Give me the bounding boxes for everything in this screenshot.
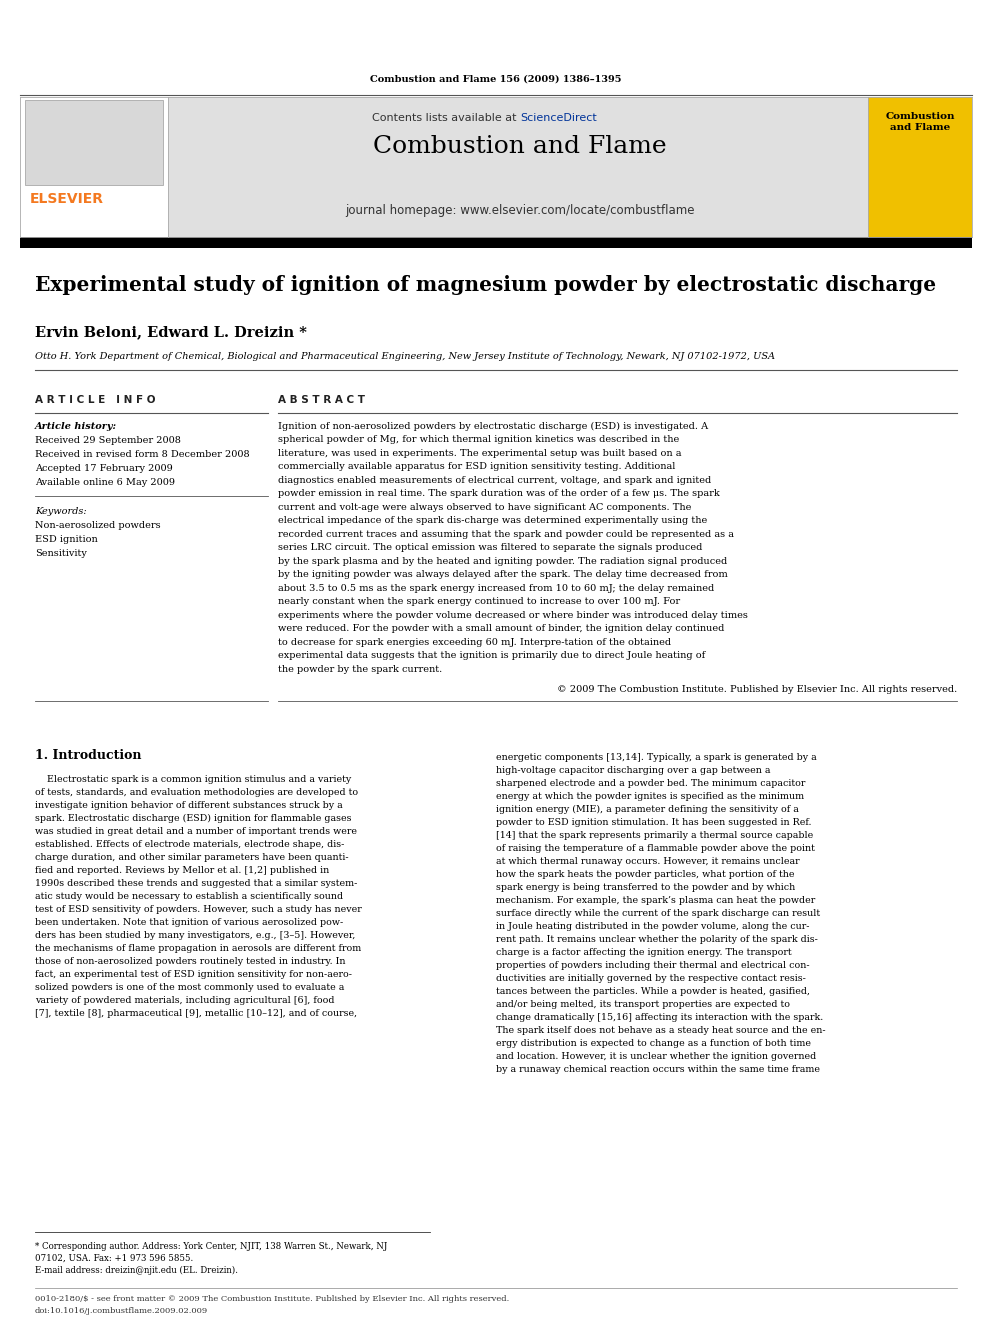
Text: established. Effects of electrode materials, electrode shape, dis-: established. Effects of electrode materi… bbox=[35, 840, 344, 848]
Text: 07102, USA. Fax: +1 973 596 5855.: 07102, USA. Fax: +1 973 596 5855. bbox=[35, 1254, 193, 1263]
Text: surface directly while the current of the spark discharge can result: surface directly while the current of th… bbox=[496, 909, 820, 918]
Text: energetic components [13,14]. Typically, a spark is generated by a: energetic components [13,14]. Typically,… bbox=[496, 753, 816, 762]
Text: high-voltage capacitor discharging over a gap between a: high-voltage capacitor discharging over … bbox=[496, 766, 771, 774]
Text: investigate ignition behavior of different substances struck by a: investigate ignition behavior of differe… bbox=[35, 800, 343, 810]
Text: charge is a factor affecting the ignition energy. The transport: charge is a factor affecting the ignitio… bbox=[496, 947, 792, 957]
Text: mechanism. For example, the spark’s plasma can heat the powder: mechanism. For example, the spark’s plas… bbox=[496, 896, 815, 905]
FancyBboxPatch shape bbox=[20, 97, 168, 237]
Text: [7], textile [8], pharmaceutical [9], metallic [10–12], and of course,: [7], textile [8], pharmaceutical [9], me… bbox=[35, 1008, 357, 1017]
Text: experiments where the powder volume decreased or where binder was introduced del: experiments where the powder volume decr… bbox=[278, 611, 748, 620]
Text: Non-aerosolized powders: Non-aerosolized powders bbox=[35, 521, 161, 531]
Text: rent path. It remains unclear whether the polarity of the spark dis-: rent path. It remains unclear whether th… bbox=[496, 934, 817, 943]
Text: powder to ESD ignition stimulation. It has been suggested in Ref.: powder to ESD ignition stimulation. It h… bbox=[496, 818, 811, 827]
Text: the powder by the spark current.: the powder by the spark current. bbox=[278, 665, 442, 673]
Text: and location. However, it is unclear whether the ignition governed: and location. However, it is unclear whe… bbox=[496, 1052, 816, 1061]
Text: ergy distribution is expected to change as a function of both time: ergy distribution is expected to change … bbox=[496, 1039, 811, 1048]
Text: literature, was used in experiments. The experimental setup was built based on a: literature, was used in experiments. The… bbox=[278, 448, 682, 458]
Text: spark. Electrostatic discharge (ESD) ignition for flammable gases: spark. Electrostatic discharge (ESD) ign… bbox=[35, 814, 351, 823]
Text: ductivities are initially governed by the respective contact resis-: ductivities are initially governed by th… bbox=[496, 974, 806, 983]
Text: doi:10.1016/j.combustflame.2009.02.009: doi:10.1016/j.combustflame.2009.02.009 bbox=[35, 1307, 208, 1315]
Text: tances between the particles. While a powder is heated, gasified,: tances between the particles. While a po… bbox=[496, 987, 810, 996]
Text: E-mail address: dreizin@njit.edu (EL. Dreizin).: E-mail address: dreizin@njit.edu (EL. Dr… bbox=[35, 1266, 238, 1275]
Text: Accepted 17 February 2009: Accepted 17 February 2009 bbox=[35, 464, 173, 474]
Text: * Corresponding author. Address: York Center, NJIT, 138 Warren St., Newark, NJ: * Corresponding author. Address: York Ce… bbox=[35, 1242, 387, 1252]
Text: A R T I C L E   I N F O: A R T I C L E I N F O bbox=[35, 396, 156, 405]
Text: series LRC circuit. The optical emission was filtered to separate the signals pr: series LRC circuit. The optical emission… bbox=[278, 544, 702, 553]
Text: Available online 6 May 2009: Available online 6 May 2009 bbox=[35, 478, 175, 487]
Text: fied and reported. Reviews by Mellor et al. [1,2] published in: fied and reported. Reviews by Mellor et … bbox=[35, 865, 329, 875]
Text: to decrease for spark energies exceeding 60 mJ. Interpre-tation of the obtained: to decrease for spark energies exceeding… bbox=[278, 638, 672, 647]
Text: how the spark heats the powder particles, what portion of the: how the spark heats the powder particles… bbox=[496, 869, 795, 878]
Text: diagnostics enabled measurements of electrical current, voltage, and spark and i: diagnostics enabled measurements of elec… bbox=[278, 476, 711, 486]
Text: sharpened electrode and a powder bed. The minimum capacitor: sharpened electrode and a powder bed. Th… bbox=[496, 779, 806, 787]
Text: about 3.5 to 0.5 ms as the spark energy increased from 10 to 60 mJ; the delay re: about 3.5 to 0.5 ms as the spark energy … bbox=[278, 583, 714, 593]
Text: experimental data suggests that the ignition is primarily due to direct Joule he: experimental data suggests that the igni… bbox=[278, 651, 705, 660]
Text: ESD ignition: ESD ignition bbox=[35, 536, 98, 544]
Text: The spark itself does not behave as a steady heat source and the en-: The spark itself does not behave as a st… bbox=[496, 1025, 825, 1035]
Text: in Joule heating distributed in the powder volume, along the cur-: in Joule heating distributed in the powd… bbox=[496, 922, 809, 930]
Text: powder emission in real time. The spark duration was of the order of a few μs. T: powder emission in real time. The spark … bbox=[278, 490, 720, 499]
Text: by the spark plasma and by the heated and igniting powder. The radiation signal : by the spark plasma and by the heated an… bbox=[278, 557, 727, 566]
Text: 0010-2180/$ - see front matter © 2009 The Combustion Institute. Published by Els: 0010-2180/$ - see front matter © 2009 Th… bbox=[35, 1295, 509, 1303]
Text: ScienceDirect: ScienceDirect bbox=[520, 112, 597, 123]
Text: [14] that the spark represents primarily a thermal source capable: [14] that the spark represents primarily… bbox=[496, 831, 813, 840]
Text: charge duration, and other similar parameters have been quanti-: charge duration, and other similar param… bbox=[35, 853, 348, 861]
Text: of tests, standards, and evaluation methodologies are developed to: of tests, standards, and evaluation meth… bbox=[35, 787, 358, 796]
Text: been undertaken. Note that ignition of various aerosolized pow-: been undertaken. Note that ignition of v… bbox=[35, 918, 343, 926]
Text: those of non-aerosolized powders routinely tested in industry. In: those of non-aerosolized powders routine… bbox=[35, 957, 345, 966]
Text: ders has been studied by many investigators, e.g., [3–5]. However,: ders has been studied by many investigat… bbox=[35, 930, 355, 939]
Text: variety of powdered materials, including agricultural [6], food: variety of powdered materials, including… bbox=[35, 996, 334, 1004]
Text: was studied in great detail and a number of important trends were: was studied in great detail and a number… bbox=[35, 827, 357, 836]
Text: Keywords:: Keywords: bbox=[35, 508, 86, 516]
Text: spark energy is being transferred to the powder and by which: spark energy is being transferred to the… bbox=[496, 882, 796, 892]
Text: © 2009 The Combustion Institute. Published by Elsevier Inc. All rights reserved.: © 2009 The Combustion Institute. Publish… bbox=[557, 685, 957, 695]
Text: properties of powders including their thermal and electrical con-: properties of powders including their th… bbox=[496, 960, 809, 970]
Text: and/or being melted, its transport properties are expected to: and/or being melted, its transport prope… bbox=[496, 1000, 790, 1008]
Text: recorded current traces and assuming that the spark and powder could be represen: recorded current traces and assuming tha… bbox=[278, 531, 734, 538]
Text: change dramatically [15,16] affecting its interaction with the spark.: change dramatically [15,16] affecting it… bbox=[496, 1012, 823, 1021]
Text: by the igniting powder was always delayed after the spark. The delay time decrea: by the igniting powder was always delaye… bbox=[278, 570, 728, 579]
Text: test of ESD sensitivity of powders. However, such a study has never: test of ESD sensitivity of powders. Howe… bbox=[35, 905, 362, 914]
FancyBboxPatch shape bbox=[868, 97, 972, 237]
Text: Ignition of non-aerosolized powders by electrostatic discharge (ESD) is investig: Ignition of non-aerosolized powders by e… bbox=[278, 422, 708, 431]
Text: at which thermal runaway occurs. However, it remains unclear: at which thermal runaway occurs. However… bbox=[496, 856, 800, 865]
Text: Sensitivity: Sensitivity bbox=[35, 549, 87, 558]
Text: journal homepage: www.elsevier.com/locate/combustflame: journal homepage: www.elsevier.com/locat… bbox=[345, 204, 694, 217]
Text: ELSEVIER: ELSEVIER bbox=[30, 192, 104, 206]
Text: Received 29 September 2008: Received 29 September 2008 bbox=[35, 437, 181, 445]
Text: atic study would be necessary to establish a scientifically sound: atic study would be necessary to establi… bbox=[35, 892, 343, 901]
Text: the mechanisms of flame propagation in aerosols are different from: the mechanisms of flame propagation in a… bbox=[35, 943, 361, 953]
Text: nearly constant when the spark energy continued to increase to over 100 mJ. For: nearly constant when the spark energy co… bbox=[278, 598, 681, 606]
Text: fact, an experimental test of ESD ignition sensitivity for non-aero-: fact, an experimental test of ESD igniti… bbox=[35, 970, 352, 979]
Text: solized powders is one of the most commonly used to evaluate a: solized powders is one of the most commo… bbox=[35, 983, 344, 992]
Text: Otto H. York Department of Chemical, Biological and Pharmaceutical Engineering, : Otto H. York Department of Chemical, Bio… bbox=[35, 352, 775, 361]
Text: Received in revised form 8 December 2008: Received in revised form 8 December 2008 bbox=[35, 450, 250, 459]
Text: Ervin Beloni, Edward L. Dreizin *: Ervin Beloni, Edward L. Dreizin * bbox=[35, 325, 307, 339]
Text: Article history:: Article history: bbox=[35, 422, 117, 431]
Text: were reduced. For the powder with a small amount of binder, the ignition delay c: were reduced. For the powder with a smal… bbox=[278, 624, 724, 634]
FancyBboxPatch shape bbox=[168, 97, 868, 237]
Text: energy at which the powder ignites is specified as the minimum: energy at which the powder ignites is sp… bbox=[496, 791, 805, 800]
Text: Combustion and Flame 156 (2009) 1386–1395: Combustion and Flame 156 (2009) 1386–139… bbox=[370, 75, 622, 83]
Text: current and volt-age were always observed to have significant AC components. The: current and volt-age were always observe… bbox=[278, 503, 691, 512]
Text: ignition energy (MIE), a parameter defining the sensitivity of a: ignition energy (MIE), a parameter defin… bbox=[496, 804, 799, 814]
Text: Combustion
and Flame: Combustion and Flame bbox=[885, 112, 954, 132]
Text: Contents lists available at: Contents lists available at bbox=[372, 112, 520, 123]
Text: A B S T R A C T: A B S T R A C T bbox=[278, 396, 365, 405]
Text: Experimental study of ignition of magnesium powder by electrostatic discharge: Experimental study of ignition of magnes… bbox=[35, 275, 936, 295]
Text: 1990s described these trends and suggested that a similar system-: 1990s described these trends and suggest… bbox=[35, 878, 357, 888]
Text: of raising the temperature of a flammable powder above the point: of raising the temperature of a flammabl… bbox=[496, 844, 814, 852]
Text: commercially available apparatus for ESD ignition sensitivity testing. Additiona: commercially available apparatus for ESD… bbox=[278, 463, 676, 471]
Text: spherical powder of Mg, for which thermal ignition kinetics was described in the: spherical powder of Mg, for which therma… bbox=[278, 435, 680, 445]
Text: electrical impedance of the spark dis-charge was determined experimentally using: electrical impedance of the spark dis-ch… bbox=[278, 516, 707, 525]
Text: Combustion and Flame: Combustion and Flame bbox=[373, 135, 667, 157]
FancyBboxPatch shape bbox=[25, 101, 163, 185]
Text: 1. Introduction: 1. Introduction bbox=[35, 749, 142, 762]
FancyBboxPatch shape bbox=[20, 237, 972, 247]
Text: by a runaway chemical reaction occurs within the same time frame: by a runaway chemical reaction occurs wi… bbox=[496, 1065, 820, 1073]
Text: Electrostatic spark is a common ignition stimulus and a variety: Electrostatic spark is a common ignition… bbox=[35, 775, 351, 783]
